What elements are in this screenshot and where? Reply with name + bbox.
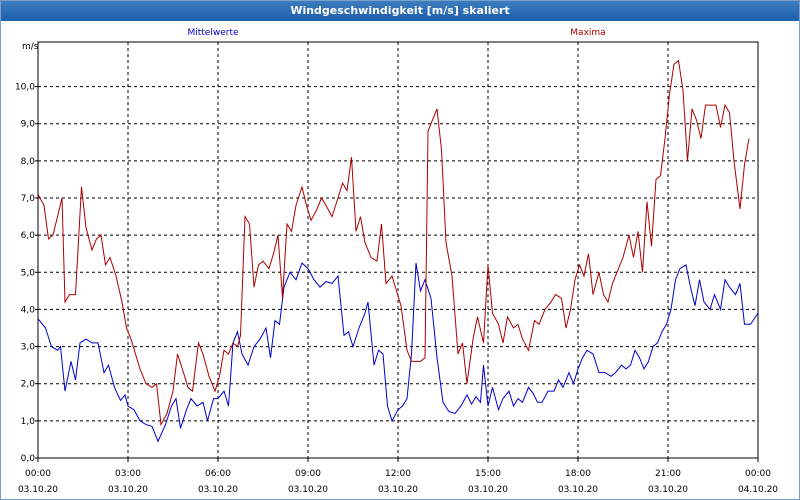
window-title: Windgeschwindigkeit [m/s] skaliert [1,1,799,21]
y-tick-label: 6,0 [21,231,36,241]
x-tick-date: 03.10.20 [198,485,238,495]
y-tick-label: 9,0 [21,120,36,130]
x-tick-date: 03.10.20 [288,485,328,495]
y-tick-label: 1,0 [21,417,36,427]
x-tick-date: 03.10.20 [648,485,688,495]
x-axis-ticks: 00:00 03.10.20 03:00 03.10.20 06:00 03.10.20 0… [18,458,778,495]
x-tick-time: 00:00 [745,469,771,479]
y-axis-ticks: 0,0 1,0 2,0 3,0 4,0 5,0 6,0 7,0 8,0 9,0 10,0 [15,83,38,464]
x-tick-date: 03.10.20 [468,485,508,495]
series-line-maxima [37,59,750,427]
x-tick-date: 03.10.20 [378,485,418,495]
x-tick-time: 00:00 [25,469,51,479]
x-tick-time: 06:00 [205,469,231,479]
x-tick-time: 09:00 [295,469,321,479]
y-tick-label: 4,0 [21,305,36,315]
x-tick-date: 03.10.20 [108,485,148,495]
x-tick-time: 03:00 [115,469,141,479]
x-tick-date: 04.10.20 [738,485,778,495]
y-axis-label: m/s [22,42,39,52]
y-tick-label: 7,0 [21,194,36,204]
plot-area [37,41,759,459]
x-tick-time: 15:00 [475,469,501,479]
y-tick-label: 10,0 [15,83,35,93]
legend-mittelwerte: Mittelwerte [187,28,238,38]
x-tick-time: 18:00 [565,469,591,479]
series-line-mittelwerte [37,262,759,443]
y-tick-label: 5,0 [21,268,36,278]
series-lines [37,59,759,443]
y-tick-label: 0,0 [21,454,36,464]
x-tick-time: 21:00 [655,469,681,479]
x-tick-date: 03.10.20 [558,485,598,495]
y-tick-label: 8,0 [21,157,36,167]
legend-maxima: Maxima [570,28,605,38]
x-tick-time: 12:00 [385,469,411,479]
y-tick-label: 3,0 [21,343,36,353]
x-tick-date: 03.10.20 [18,485,58,495]
y-tick-label: 2,0 [21,380,36,390]
